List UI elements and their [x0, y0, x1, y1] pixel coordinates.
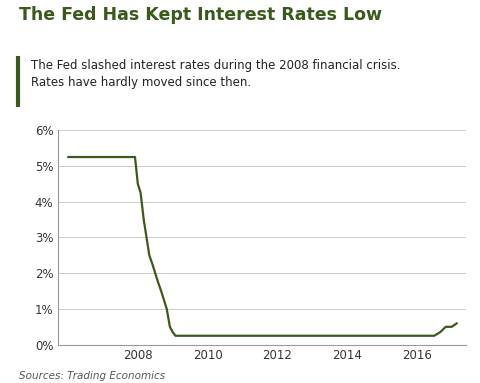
- Text: The Fed Has Kept Interest Rates Low: The Fed Has Kept Interest Rates Low: [19, 6, 382, 24]
- Text: Sources: Trading Economics: Sources: Trading Economics: [19, 371, 165, 381]
- Text: The Fed slashed interest rates during the 2008 financial crisis.
Rates have hard: The Fed slashed interest rates during th…: [31, 59, 401, 89]
